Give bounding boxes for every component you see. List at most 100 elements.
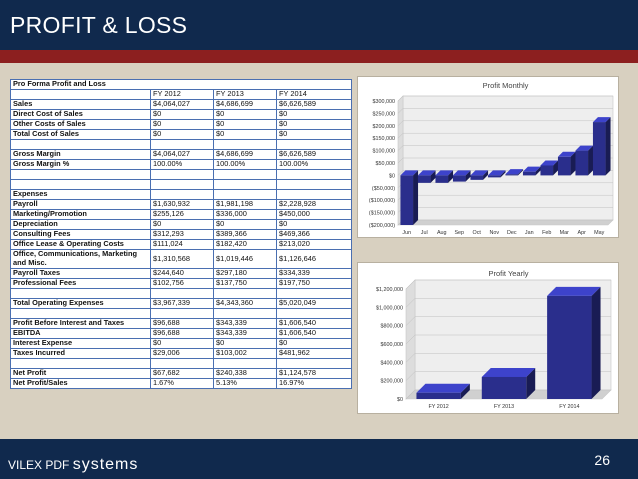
row-value: 16.97% [276, 378, 352, 389]
row-value: $469,366 [276, 229, 352, 240]
table-row: Office Lease & Operating Costs $111,024 $1… [10, 239, 352, 250]
row-value: $334,339 [276, 268, 352, 279]
y-tick-label: $1,000,000 [376, 305, 403, 311]
y-tick-label: $100,000 [373, 149, 395, 155]
gridline [397, 157, 404, 164]
chart-title: Profit Yearly [488, 269, 528, 278]
row-label: Sales [10, 99, 151, 110]
row-value: 100.00% [276, 159, 352, 170]
table-row: Total Cost of Sales $0 $0 $0 [10, 129, 352, 140]
x-tick-label: Jun [402, 230, 411, 236]
table-row: Expenses [10, 189, 352, 200]
row-value: 100.00% [150, 159, 214, 170]
empty-cell [10, 139, 151, 150]
bar-front [400, 175, 414, 225]
bar-front [452, 175, 466, 182]
row-value: $0 [150, 109, 214, 120]
row-label: Direct Cost of Sales [10, 109, 151, 120]
row-value: $111,024 [150, 239, 214, 250]
x-tick-label: Aug [437, 230, 447, 236]
bar-front [481, 376, 527, 399]
bar-side [535, 166, 541, 176]
bar-top [557, 151, 576, 157]
empty-cell [150, 358, 214, 369]
y-tick-label: $400,000 [381, 360, 403, 366]
column-header: FY 2014 [276, 89, 352, 100]
chart-floor [397, 219, 614, 226]
x-tick-label: Mar [560, 230, 569, 236]
row-value: 100.00% [213, 159, 277, 170]
row-value: $240,338 [213, 368, 277, 379]
chart-bar [452, 170, 471, 182]
empty-cell [150, 179, 214, 190]
bar-side [483, 170, 489, 180]
row-label: Office Lease & Operating Costs [10, 239, 151, 250]
table-row: Profit Before Interest and Taxes $96,688 $… [10, 318, 352, 329]
blank-row [10, 358, 352, 369]
row-value: $4,064,027 [150, 149, 214, 160]
empty-cell [276, 169, 352, 180]
y-tick-label: $1,200,000 [376, 287, 403, 293]
row-value: $197,750 [276, 278, 352, 289]
bar-front [547, 295, 592, 399]
bar-side [526, 367, 536, 399]
row-value: $0 [213, 338, 277, 349]
x-tick-label: Sep [454, 230, 464, 236]
table-row: Sales $4,064,027 $4,686,699 $6,626,589 [10, 99, 352, 110]
y-tick-label: ($50,000) [372, 186, 395, 192]
table-row: Interest Expense $0 $0 $0 [10, 338, 352, 349]
table-title: Pro Forma Profit and Loss [10, 79, 352, 90]
row-value: $0 [150, 219, 214, 230]
row-value: $5,020,049 [276, 298, 352, 309]
row-value: $1,630,932 [150, 199, 214, 210]
chart-bar [487, 170, 506, 178]
x-tick-label: Dec [507, 230, 517, 236]
row-value [213, 189, 277, 200]
row-value: $1,606,540 [276, 318, 352, 329]
row-value: $450,000 [276, 209, 352, 220]
bar-top [592, 117, 611, 123]
row-value: $244,640 [150, 268, 214, 279]
footer-bar: VILEX PDF systems 26 [0, 439, 638, 479]
column-header: FY 2013 [213, 89, 277, 100]
bar-top [487, 170, 506, 176]
row-value [276, 189, 352, 200]
empty-cell [213, 169, 277, 180]
empty-cell [276, 179, 352, 190]
row-value: $4,686,699 [213, 149, 277, 160]
y-tick-label: $200,000 [373, 124, 395, 130]
row-value: 5.13% [213, 378, 277, 389]
bar-side [518, 169, 524, 176]
row-label: Net Profit [10, 368, 151, 379]
table-row: Direct Cost of Sales $0 $0 $0 [10, 109, 352, 120]
chart-bar [470, 170, 489, 180]
row-label: Taxes Incurred [10, 348, 151, 359]
empty-cell [276, 358, 352, 369]
row-value: $343,339 [213, 318, 277, 329]
row-label: Interest Expense [10, 338, 151, 349]
empty-cell [10, 308, 151, 319]
y-tick-label: $800,000 [381, 324, 403, 330]
row-label: Net Profit/Sales [10, 378, 151, 389]
table-row: EBITDA $96,688 $343,339 $1,606,540 [10, 328, 352, 339]
x-tick-label: Jul [421, 230, 428, 236]
row-value: $1,019,446 [213, 249, 277, 269]
chart-bar [522, 166, 541, 176]
table-row: Payroll $1,630,932 $1,981,198 $2,228,928 [10, 199, 352, 210]
empty-cell [10, 179, 151, 190]
column-header [10, 89, 151, 100]
row-value: $6,626,589 [276, 99, 352, 110]
row-value: $336,000 [213, 209, 277, 220]
blank-row [10, 169, 352, 180]
chart-bar [400, 170, 419, 225]
row-value: $0 [213, 109, 277, 120]
table-row: Net Profit/Sales 1.67% 5.13% 16.97% [10, 378, 352, 389]
gridline [397, 95, 404, 102]
table-row: Gross Margin % 100.00% 100.00% 100.00% [10, 159, 352, 170]
table-row: Taxes Incurred $29,006 $103,002 $481,962 [10, 348, 352, 359]
row-label: Total Operating Expenses [10, 298, 151, 309]
y-tick-label: $0 [397, 397, 403, 403]
y-tick-label: $50,000 [376, 161, 396, 167]
empty-cell [213, 308, 277, 319]
profit-monthly-svg: Profit Monthly $300,000 $250,000 $200,000 $1… [369, 81, 614, 236]
